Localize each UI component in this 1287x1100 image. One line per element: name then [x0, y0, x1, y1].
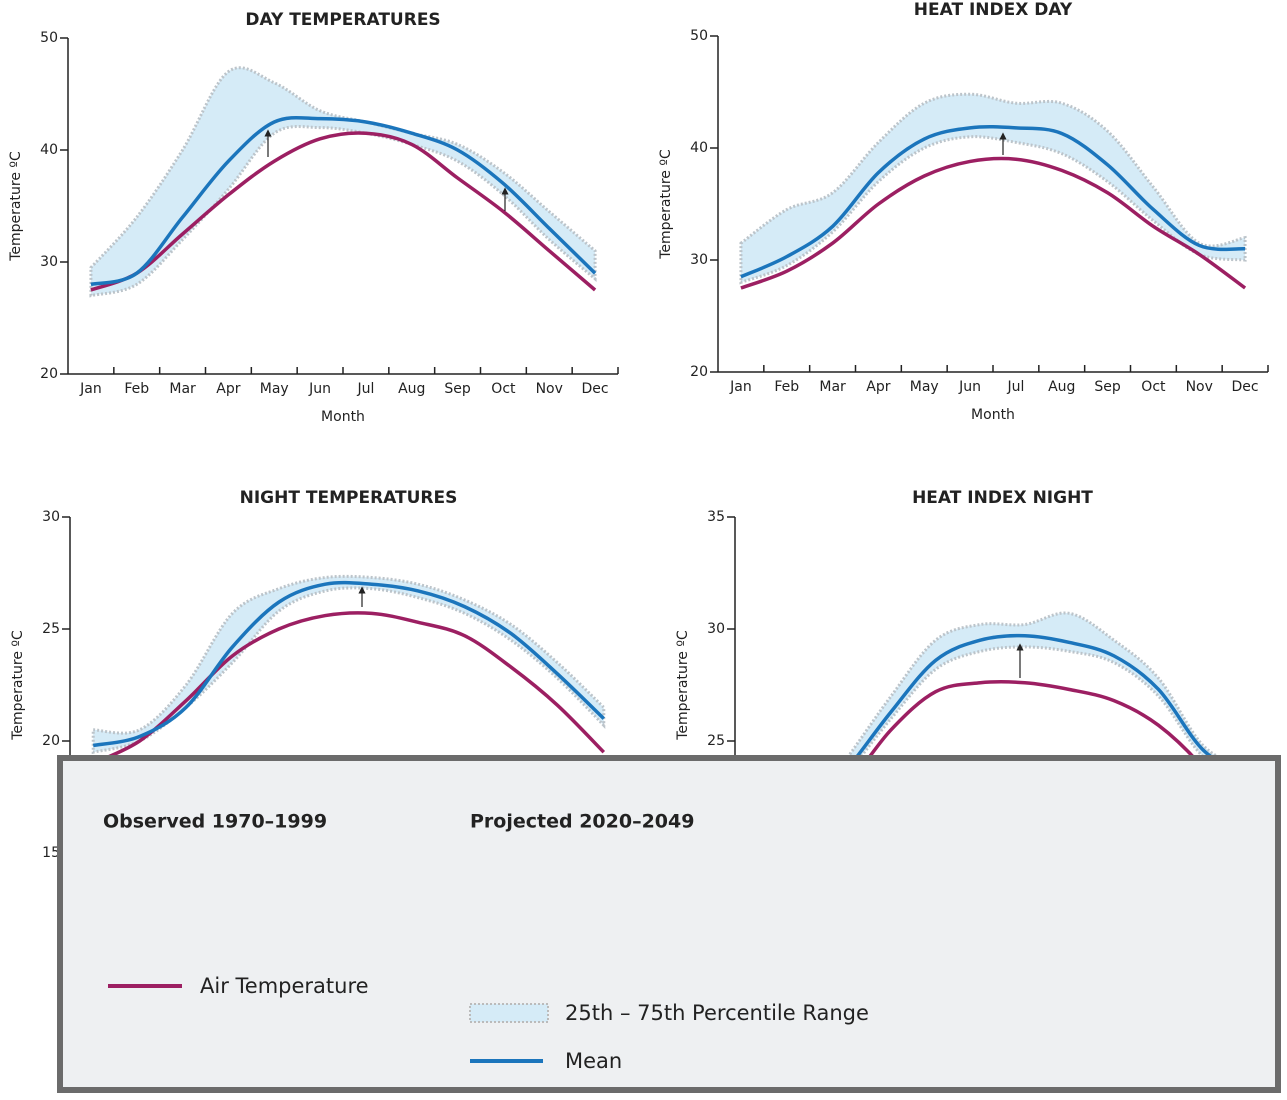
series-line	[92, 611, 606, 765]
x-tick-label: Oct	[1141, 379, 1166, 395]
y-axis-label: Temperature ºC	[675, 630, 691, 741]
y-tick-label: 20	[40, 366, 58, 382]
x-tick-label: May	[260, 381, 289, 397]
x-tick-label: Jul	[356, 381, 374, 397]
y-tick-label: 40	[40, 142, 58, 158]
percentile-band	[739, 92, 1247, 285]
x-tick-label: Dec	[582, 381, 609, 397]
y-tick-label: 20	[42, 733, 60, 749]
arrows	[264, 129, 1024, 678]
chart-title: HEAT INDEX DAY	[914, 0, 1073, 20]
x-tick-label: Apr	[866, 379, 890, 395]
chart-title: HEAT INDEX NIGHT	[912, 488, 1093, 508]
x-tick-label: Nov	[1186, 379, 1213, 395]
y-tick-label: 15	[42, 845, 60, 861]
series-line	[740, 156, 1247, 290]
x-tick-label: Aug	[1048, 379, 1075, 395]
legend-group: Projected 2020–2049	[470, 811, 694, 833]
y-tick-label: 30	[40, 254, 58, 270]
x-tick-label: Mar	[169, 381, 196, 397]
series-line	[90, 131, 597, 292]
x-tick-label: Jun	[308, 381, 331, 397]
y-tick-label: 30	[707, 621, 725, 637]
series-line	[90, 115, 597, 287]
chart-title: DAY TEMPERATURES	[245, 10, 440, 30]
x-axis-label: Month	[971, 407, 1015, 423]
percentile-band	[755, 611, 1250, 833]
legend-swatch	[469, 1003, 549, 1023]
y-axis-label: Temperature ºC	[8, 151, 24, 262]
y-tick-label: 25	[42, 621, 60, 637]
legend-box	[57, 755, 1281, 1093]
y-tick-label: 30	[42, 509, 60, 525]
legend-label: Air Temperature	[200, 974, 369, 998]
y-axis-label: Temperature ºC	[658, 149, 674, 260]
y-tick-label: 40	[690, 140, 708, 156]
x-tick-label: Sep	[444, 381, 471, 397]
x-tick-label: Mar	[819, 379, 846, 395]
y-tick-label: 30	[690, 252, 708, 268]
percentile-band	[91, 574, 606, 755]
y-axis-label: Temperature ºC	[10, 630, 26, 741]
series-line	[92, 580, 606, 748]
legend-label: Mean	[565, 1049, 622, 1073]
y-tick-label: 35	[707, 509, 725, 525]
series-line	[740, 125, 1246, 279]
x-tick-label: Jan	[79, 381, 102, 397]
percentile-band	[89, 66, 597, 298]
y-tick-label: 20	[690, 364, 708, 380]
x-tick-label: Dec	[1232, 379, 1259, 395]
x-tick-label: May	[910, 379, 939, 395]
y-tick-label: 25	[707, 733, 725, 749]
x-tick-label: Apr	[216, 381, 240, 397]
x-axis-label: Month	[321, 409, 365, 425]
x-tick-label: Oct	[491, 381, 516, 397]
legend-group: Observed 1970–1999	[103, 811, 327, 833]
x-tick-label: Jun	[958, 379, 981, 395]
x-tick-label: Jul	[1006, 379, 1024, 395]
x-tick-label: Feb	[774, 379, 799, 395]
y-tick-label: 50	[690, 28, 708, 44]
x-tick-label: Feb	[124, 381, 149, 397]
x-tick-label: Aug	[398, 381, 425, 397]
y-tick-label: 50	[40, 30, 58, 46]
x-tick-label: Jan	[729, 379, 752, 395]
legend-label: 25th – 75th Percentile Range	[565, 1001, 869, 1025]
x-tick-label: Nov	[536, 381, 563, 397]
chart-title: NIGHT TEMPERATURES	[240, 488, 458, 508]
x-tick-label: Sep	[1094, 379, 1121, 395]
